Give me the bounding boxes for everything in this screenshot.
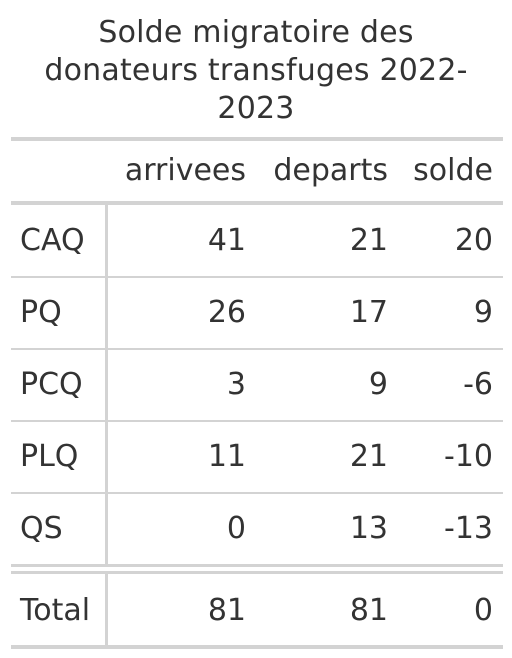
cell-solde: 9 (473, 295, 493, 330)
total-solde: 0 (473, 593, 493, 628)
row-rule (11, 420, 503, 422)
bottom-rule (11, 645, 503, 649)
cell-arrivees: 11 (207, 439, 246, 474)
cell-departs: 9 (368, 367, 388, 402)
row-label: PQ (20, 295, 62, 330)
cell-arrivees: 41 (207, 223, 246, 258)
row-rule (11, 492, 503, 494)
table-title-line-1: Solde migratoire des (98, 15, 414, 50)
total-label: Total (20, 593, 91, 628)
cell-departs: 21 (349, 223, 388, 258)
table-title-line-3: 2023 (217, 91, 295, 126)
cell-arrivees: 26 (207, 295, 246, 330)
row-label: PCQ (20, 367, 83, 402)
row-rule (11, 348, 503, 350)
cell-solde: -13 (444, 511, 493, 546)
total-arrivees: 81 (207, 593, 246, 628)
total-rule-lower (11, 571, 503, 574)
row-label: PLQ (20, 439, 79, 474)
total-departs: 81 (349, 593, 388, 628)
total-rule-upper (11, 564, 503, 567)
column-header-arrivees: arrivees (124, 153, 246, 188)
column-header-departs: departs (273, 153, 388, 188)
cell-arrivees: 0 (226, 511, 246, 546)
row-rule (11, 276, 503, 278)
table-title-line-2: donateurs transfuges 2022- (44, 53, 468, 88)
cell-solde: -10 (444, 439, 493, 474)
row-label: CAQ (20, 223, 85, 258)
stub-divider-total (105, 574, 108, 646)
cell-departs: 21 (349, 439, 388, 474)
cell-departs: 13 (349, 511, 388, 546)
cell-departs: 17 (349, 295, 388, 330)
cell-solde: -6 (463, 367, 493, 402)
stub-divider (105, 205, 108, 565)
header-rule (11, 201, 503, 205)
table-title: Solde migratoire des donateurs transfuge… (0, 14, 512, 128)
row-label: QS (20, 511, 63, 546)
top-rule (11, 137, 503, 141)
cell-arrivees: 3 (226, 367, 246, 402)
cell-solde: 20 (454, 223, 493, 258)
column-header-solde: solde (413, 153, 493, 188)
